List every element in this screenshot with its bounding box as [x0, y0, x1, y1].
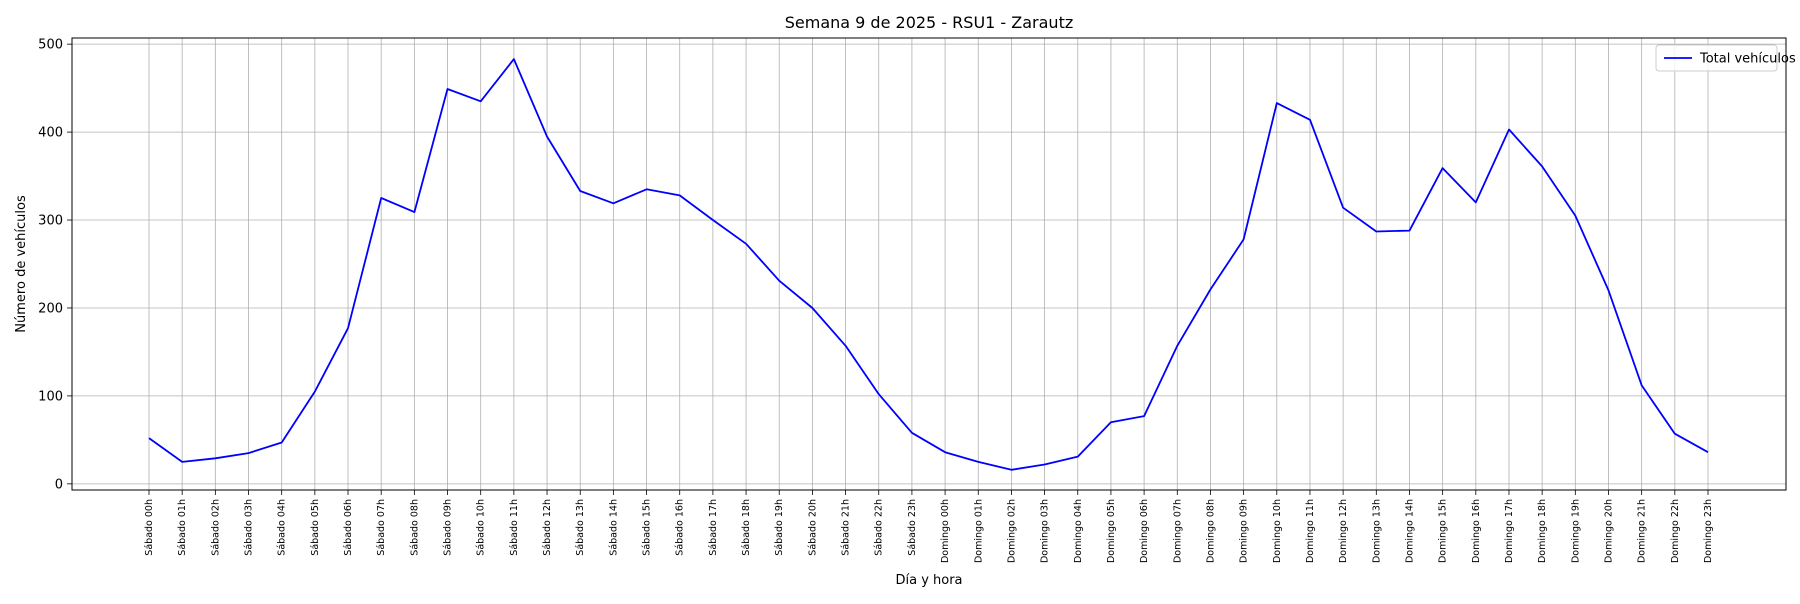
- x-tick-label: Sábado 09h: [443, 499, 454, 556]
- x-tick-label: Sábado 13h: [575, 499, 586, 556]
- x-tick-label: Domingo 22h: [1670, 499, 1681, 563]
- legend-label: Total vehículos: [1699, 52, 1796, 67]
- x-tick-label: Domingo 14h: [1404, 499, 1415, 563]
- x-tick-label: Sábado 02h: [210, 499, 221, 556]
- x-tick-label: Domingo 03h: [1040, 499, 1051, 563]
- x-tick-label: Domingo 08h: [1205, 499, 1216, 563]
- x-tick-label: Sábado 01h: [177, 499, 188, 556]
- x-tick-label: Domingo 06h: [1139, 499, 1150, 563]
- x-tick-label: Sábado 23h: [907, 499, 918, 556]
- y-tick-label: 0: [55, 477, 63, 492]
- chart-title: Semana 9 de 2025 - RSU1 - Zarautz: [785, 13, 1074, 32]
- y-tick-label: 400: [38, 126, 63, 141]
- x-tick-label: Domingo 13h: [1371, 499, 1382, 563]
- x-tick-label: Sábado 04h: [277, 499, 288, 556]
- x-tick-label: Domingo 15h: [1438, 499, 1449, 563]
- x-tick-label: Sábado 19h: [774, 499, 785, 556]
- x-tick-label: Domingo 23h: [1703, 499, 1714, 563]
- series-layer: [148, 58, 1709, 471]
- x-tick-label: Domingo 12h: [1338, 499, 1349, 563]
- x-tick-label: Domingo 20h: [1603, 499, 1614, 563]
- x-tick-label: Domingo 09h: [1239, 499, 1250, 563]
- x-tick-label: Sábado 08h: [409, 499, 420, 556]
- legend: Total vehículos: [1655, 44, 1796, 72]
- y-tick-label: 100: [38, 389, 63, 404]
- x-axis-label: Día y hora: [895, 573, 962, 588]
- x-tick-label: Sábado 07h: [376, 499, 387, 556]
- x-tick-label: Sábado 22h: [874, 499, 885, 556]
- x-tick-label: Domingo 16h: [1471, 499, 1482, 563]
- x-tick-label: Sábado 15h: [642, 499, 653, 556]
- x-tick-label: Domingo 17h: [1504, 499, 1515, 563]
- x-tick-label: Domingo 10h: [1272, 499, 1283, 563]
- grid: [72, 38, 1786, 490]
- x-tick-label: Sábado 06h: [343, 499, 354, 556]
- legend-box: [1655, 44, 1778, 72]
- x-tick-label: Sábado 10h: [476, 499, 487, 556]
- x-tick-label: Sábado 18h: [741, 499, 752, 556]
- x-tick-label: Sábado 17h: [708, 499, 719, 556]
- x-tick-label: Domingo 01h: [973, 499, 984, 563]
- x-tick-label: Domingo 02h: [1006, 499, 1017, 563]
- x-tick-label: Sábado 00h: [144, 499, 155, 556]
- x-tick-label: Domingo 05h: [1106, 499, 1117, 563]
- y-tick-label: 500: [38, 38, 63, 53]
- x-tick-label: Domingo 07h: [1172, 499, 1183, 563]
- x-tick-label: Sábado 05h: [310, 499, 321, 556]
- series-line: [148, 58, 1709, 471]
- x-tick-label: Domingo 18h: [1537, 499, 1548, 563]
- x-tick-label: Sábado 16h: [675, 499, 686, 556]
- x-tick-label: Sábado 11h: [509, 499, 520, 556]
- x-tick-label: Domingo 04h: [1073, 499, 1084, 563]
- axes: Sábado 00h Sábado 01h Sábado 02h Sábado 03h…: [38, 37, 1787, 563]
- x-tick-label: Sábado 12h: [542, 499, 553, 556]
- x-tick-label: Domingo 19h: [1570, 499, 1581, 563]
- x-tick-label: Domingo 21h: [1637, 499, 1648, 563]
- x-tick-label: Sábado 14h: [608, 499, 619, 556]
- y-tick-label: 200: [38, 301, 63, 316]
- x-tick-label: Sábado 21h: [841, 499, 852, 556]
- x-tick-label: Sábado 03h: [244, 499, 255, 556]
- x-tick-label: Domingo 11h: [1305, 499, 1316, 563]
- plot-frame: [71, 37, 1787, 491]
- y-axis-label: Número de vehículos: [14, 195, 29, 333]
- y-tick-label: 300: [38, 214, 63, 229]
- x-tick-label: Domingo 00h: [940, 499, 951, 563]
- x-tick-label: Sábado 20h: [807, 499, 818, 556]
